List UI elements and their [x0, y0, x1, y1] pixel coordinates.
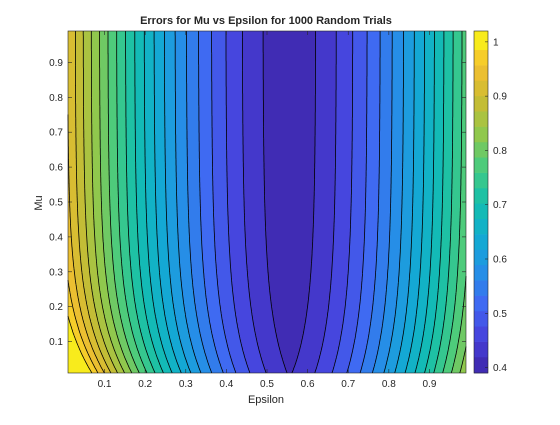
x-tick-label: 0.7: [341, 379, 355, 390]
contour-fill: [68, 31, 466, 373]
contour-line-17: [75, 31, 112, 374]
contour-line-9: [143, 31, 435, 374]
colorbar-band: [474, 126, 488, 143]
colorbar-tick-label: 0.9: [493, 92, 507, 103]
x-tick-label: 0.9: [422, 379, 436, 390]
contour-line-20: [67, 315, 93, 374]
contour-line-5: [186, 31, 393, 374]
x-axis-label: Epsilon: [248, 394, 284, 406]
contour-line-13: [107, 31, 467, 374]
contour-line-12: [116, 31, 463, 374]
contour-line-15: [90, 31, 125, 374]
colorbar-frame: [473, 30, 489, 374]
y-tick-label: 0.7: [49, 128, 63, 139]
y-tick-label: 0.3: [49, 267, 63, 278]
y-tick-label: 0.5: [49, 198, 63, 209]
colorbar-band: [474, 264, 488, 281]
colorbar-band: [474, 157, 488, 173]
colorbar-tick-label: 0.8: [493, 146, 507, 157]
x-tick-label: 0.1: [98, 379, 112, 390]
x-tick-label: 0.2: [138, 379, 152, 390]
colorbar-band: [474, 341, 488, 358]
y-tick-label: 0.8: [49, 93, 63, 104]
x-tick-label: 0.5: [260, 379, 274, 390]
y-tick-label: 0.4: [49, 232, 63, 243]
colorbar-band: [474, 95, 488, 112]
colorbar-band: [474, 31, 488, 51]
chart-title: Errors for Mu vs Epsilon for 1000 Random…: [140, 15, 392, 27]
x-tick-label: 0.8: [382, 379, 396, 390]
colorbar-band: [474, 141, 488, 158]
colorbar-band: [474, 326, 488, 342]
contour-plot-area: [67, 31, 467, 374]
contour-line-2: [225, 31, 354, 374]
colorbar-band: [474, 218, 488, 235]
y-axis-label: Mu: [33, 195, 45, 210]
colorbar-band: [474, 111, 488, 127]
colorbar-band: [474, 356, 488, 374]
contour-line-11: [125, 31, 454, 374]
colorbar-tick-label: 0.7: [493, 200, 507, 211]
contour-line-14: [99, 31, 467, 374]
colorbar-band: [474, 249, 488, 266]
contour-line-4: [198, 31, 381, 374]
colorbar-band: [474, 295, 488, 312]
x-tick-label: 0.4: [219, 379, 233, 390]
contour-line-6: [174, 31, 404, 374]
contour-line-0: [262, 31, 316, 374]
colorbar-band: [474, 234, 488, 250]
colorbar-band: [474, 280, 488, 296]
colorbar-band: [474, 65, 488, 81]
colorbar-tick-label: 0.5: [493, 309, 507, 320]
contour-line-3: [211, 31, 368, 374]
y-tick-label: 0.6: [49, 163, 63, 174]
colorbar-tick-label: 0.6: [493, 255, 507, 266]
contour-line-1: [242, 31, 337, 374]
colorbar-band: [474, 49, 488, 66]
colorbar-band: [474, 310, 488, 327]
colorbar-tick-label: 0.4: [493, 363, 507, 374]
axes: 0.1 0.2 0.3 0.4 0.5 0.6 0.7 0.8 0.9 0.1 0.2 0.3 0.4 0…: [49, 30, 467, 390]
y-tick-label: 0.2: [49, 302, 63, 313]
colorbar-tick-label: 1: [493, 37, 499, 48]
y-tick-label: 0.9: [49, 58, 63, 69]
colorbar: 0.4 0.5 0.6 0.7 0.8 0.9 1: [473, 30, 507, 374]
contour-line-19: [67, 279, 99, 374]
x-tick-label: 0.3: [179, 379, 193, 390]
y-tick-label: 0.1: [49, 337, 63, 348]
contour-line-16: [82, 31, 118, 374]
contour-line-8: [153, 31, 425, 374]
contour-line-10: [134, 31, 445, 374]
contour-line-7: [164, 31, 415, 374]
colorbar-band: [474, 187, 488, 204]
colorbar-band: [474, 80, 488, 97]
colorbar-band: [474, 172, 488, 189]
colorbar-band: [474, 203, 488, 220]
x-tick-label: 0.6: [301, 379, 315, 390]
